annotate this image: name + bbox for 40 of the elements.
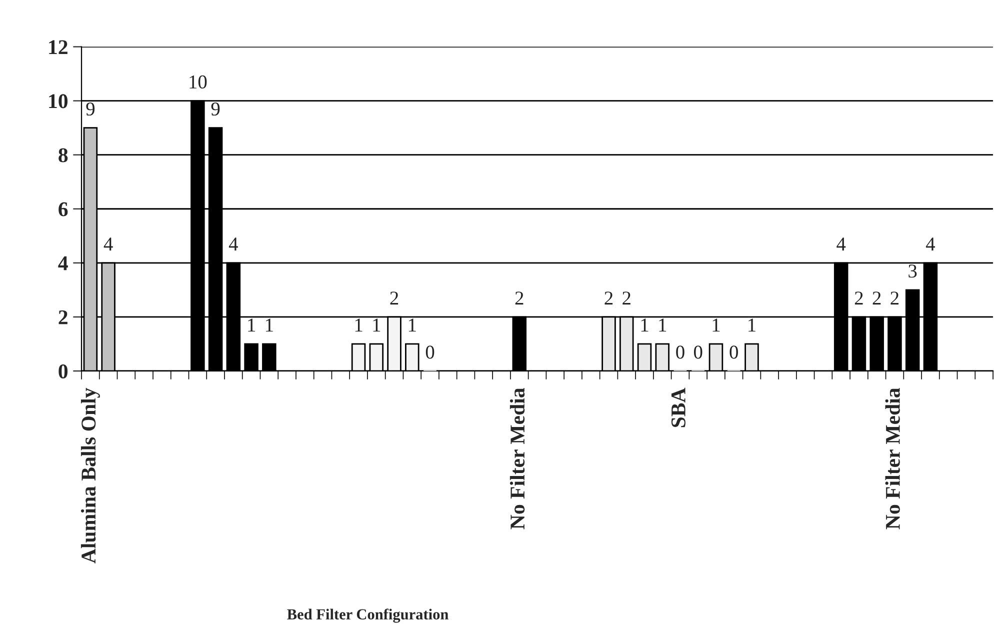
data-label: 9	[86, 102, 95, 116]
data-label: 10	[190, 75, 207, 89]
data-label: 3	[908, 264, 917, 278]
data-label: 1	[409, 318, 416, 332]
y-tick-label: 2	[58, 310, 68, 324]
data-label: 1	[641, 318, 648, 332]
data-label: 2	[515, 292, 524, 304]
data-label: 1	[248, 318, 255, 332]
x-tick-label: SBA	[671, 388, 686, 428]
data-label: 1	[373, 318, 380, 332]
data-label: 1	[712, 318, 720, 332]
data-label: 4	[104, 238, 113, 250]
x-tick-label: No Filter Media	[510, 388, 525, 530]
data-label: 1	[659, 318, 666, 332]
x-axis-title: Bed Filter Configuration	[287, 608, 448, 623]
data-label: 0	[694, 346, 702, 359]
x-tick-label: Alumina Balls Only	[80, 388, 100, 564]
y-tick-label: 4	[58, 256, 68, 270]
data-label: 2	[854, 292, 863, 304]
data-label: 2	[622, 292, 630, 304]
x-tick-label: No Filter Media	[885, 388, 900, 530]
y-tick-label: 10	[49, 94, 68, 108]
y-tick-label: 12	[49, 40, 68, 54]
data-label: 2	[390, 292, 398, 304]
data-label: 4	[926, 238, 936, 250]
data-label: 1	[748, 318, 756, 332]
data-label: 2	[604, 292, 613, 304]
data-label: 1	[266, 318, 273, 332]
data-label: 2	[890, 292, 898, 304]
data-label: 4	[836, 238, 846, 250]
data-label: 0	[426, 346, 434, 359]
data-label: 1	[355, 318, 362, 332]
data-label: 9	[211, 102, 220, 116]
data-label: 2	[872, 292, 881, 304]
data-label: 4	[228, 238, 238, 250]
data-label: 0	[676, 346, 684, 359]
data-label: 0	[730, 346, 738, 359]
y-tick-label: 6	[58, 202, 68, 216]
y-tick-label: 8	[58, 148, 68, 162]
y-tick-label: 0	[58, 364, 68, 378]
